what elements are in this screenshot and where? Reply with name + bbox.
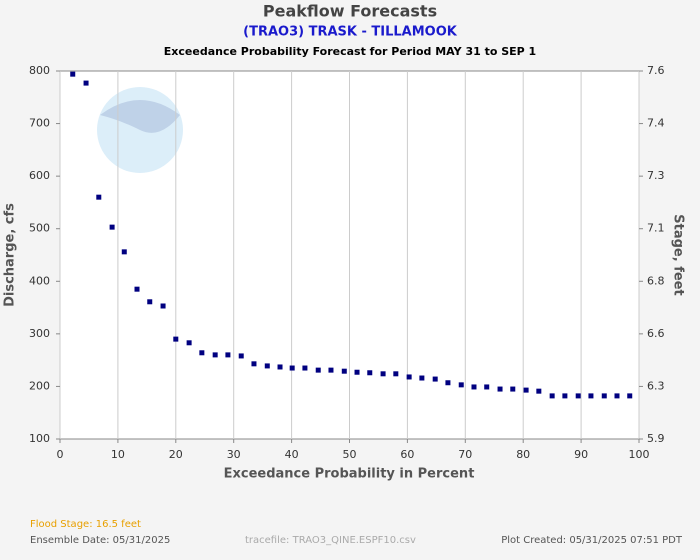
point — [458, 382, 464, 388]
y-tick-label: 500 — [29, 222, 50, 235]
point — [147, 299, 153, 305]
y-tick-label: 300 — [29, 327, 50, 340]
noaa-logo — [97, 87, 183, 173]
point — [173, 336, 179, 342]
point — [186, 340, 192, 346]
tracefile: tracefile: TRAO3_QINE.ESPF10.csv — [245, 535, 416, 546]
point — [121, 249, 127, 255]
point — [406, 374, 412, 380]
point — [264, 363, 270, 369]
point — [251, 361, 257, 367]
point — [536, 388, 542, 394]
y2-tick-label: 6.6 — [647, 327, 665, 340]
point — [445, 380, 451, 386]
y2-tick-label: 7.3 — [647, 169, 665, 182]
y-axis-label: Discharge, cfs — [3, 203, 18, 307]
x-tick-label: 100 — [629, 448, 650, 461]
x-tick-label: 80 — [516, 448, 530, 461]
point — [277, 364, 283, 370]
point — [549, 393, 555, 399]
point — [315, 367, 321, 373]
point — [588, 393, 594, 399]
point — [134, 286, 140, 292]
point — [627, 393, 633, 399]
point — [419, 375, 425, 381]
point — [328, 367, 334, 373]
x-tick-label: 30 — [227, 448, 241, 461]
y-tick-label: 800 — [29, 64, 50, 77]
point — [238, 353, 244, 359]
y2-tick-label: 5.9 — [647, 432, 665, 445]
y-tick-label: 700 — [29, 117, 50, 130]
chart-subtitle: (TRAO3) TRASK - TILLAMOOK — [243, 25, 458, 40]
x-tick-label: 40 — [285, 448, 299, 461]
y-tick-label: 100 — [29, 432, 50, 445]
point — [471, 384, 477, 390]
ensemble-date: Ensemble Date: 05/31/2025 — [30, 535, 170, 546]
point — [289, 365, 295, 371]
point — [523, 387, 529, 393]
x-axis-label: Exceedance Probability in Percent — [224, 467, 475, 482]
x-tick-label: 10 — [111, 448, 125, 461]
x-tick-label: 0 — [57, 448, 64, 461]
y-tick-label: 600 — [29, 169, 50, 182]
plot-created: Plot Created: 05/31/2025 07:51 PDT — [501, 535, 683, 546]
y2-tick-label: 7.4 — [647, 117, 665, 130]
point — [199, 350, 205, 356]
chart-title: Peakflow Forecasts — [263, 2, 437, 21]
y2-tick-label: 6.8 — [647, 274, 665, 287]
y2-tick-label: 6.3 — [647, 379, 665, 392]
point — [212, 352, 218, 358]
point — [302, 365, 308, 371]
point — [354, 369, 360, 375]
x-tick-label: 90 — [574, 448, 588, 461]
x-tick-label: 20 — [169, 448, 183, 461]
x-tick-label: 60 — [400, 448, 414, 461]
point — [510, 386, 516, 392]
x-tick-label: 70 — [458, 448, 472, 461]
y2-axis-label: Stage, feet — [671, 214, 686, 295]
point — [160, 303, 166, 309]
point — [393, 371, 399, 377]
point — [83, 80, 89, 86]
y2-tick-label: 7.6 — [647, 64, 665, 77]
period: Exceedance Probability Forecast for Peri… — [164, 45, 536, 58]
y2-tick-label: 7.1 — [647, 222, 665, 235]
point — [497, 386, 503, 392]
point — [380, 371, 386, 377]
point — [601, 393, 607, 399]
y-tick-label: 400 — [29, 274, 50, 287]
y-tick-label: 200 — [29, 379, 50, 392]
point — [575, 393, 581, 399]
flood-stage: Flood Stage: 16.5 feet — [30, 519, 141, 530]
point — [562, 393, 568, 399]
point — [614, 393, 620, 399]
point — [484, 384, 490, 390]
point — [225, 352, 231, 358]
point — [70, 71, 76, 77]
point — [109, 224, 115, 230]
point — [432, 376, 438, 382]
point — [96, 194, 102, 200]
x-tick-label: 50 — [343, 448, 357, 461]
point — [367, 370, 373, 376]
point — [341, 368, 347, 374]
